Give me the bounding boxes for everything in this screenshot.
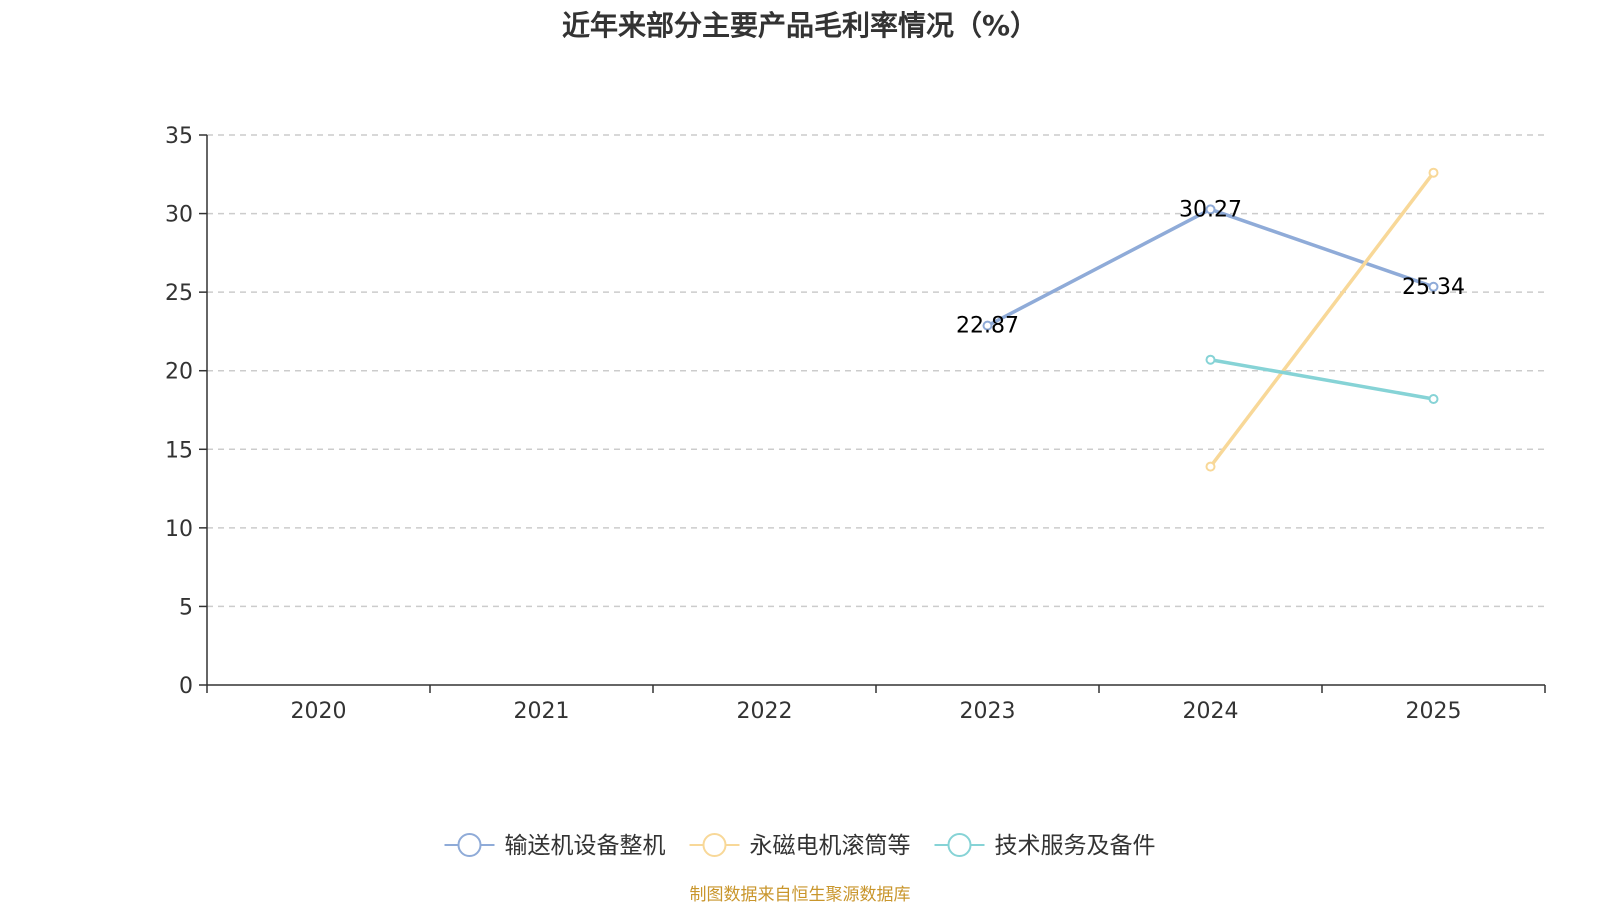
data-label-2025: 25.34 bbox=[1402, 275, 1465, 300]
x-tick-label-2022: 2022 bbox=[737, 699, 793, 724]
data-point-2-2024 bbox=[1205, 354, 1216, 365]
data-labels: 22.87 30.27 25.34 bbox=[956, 197, 1465, 338]
x-tick-label-2020: 2020 bbox=[291, 699, 347, 724]
legend[interactable]: 输送机设备整机 永磁电机滚筒等 技术服务及备件 bbox=[444, 833, 1156, 859]
data-point-0-2025 bbox=[1428, 281, 1439, 292]
data-point-1-2025 bbox=[1428, 167, 1439, 178]
data-point-1-2024 bbox=[1205, 461, 1216, 472]
x-tick-label-2024: 2024 bbox=[1183, 699, 1239, 724]
legend-circle-icon bbox=[702, 833, 727, 857]
series-line-1 bbox=[1209, 171, 1435, 468]
data-point-0-2024 bbox=[1205, 204, 1216, 215]
legend-item-1[interactable]: 永磁电机滚筒等 bbox=[689, 833, 911, 859]
legend-label: 输送机设备整机 bbox=[505, 833, 666, 859]
y-tick-label: 30 bbox=[165, 203, 193, 228]
gridlines bbox=[207, 134, 1545, 608]
y-tick-label: 25 bbox=[165, 281, 193, 306]
legend-item-0[interactable]: 输送机设备整机 bbox=[444, 833, 666, 859]
legend-circle-icon bbox=[457, 833, 482, 857]
chart-title: 近年来部分主要产品毛利率情况（%） bbox=[561, 9, 1039, 42]
x-tick-label-2021: 2021 bbox=[514, 699, 570, 724]
data-source-note: 制图数据来自恒生聚源数据库 bbox=[689, 885, 911, 905]
legend-circle-icon bbox=[947, 833, 972, 857]
legend-label: 技术服务及备件 bbox=[995, 833, 1156, 859]
x-tick-label-2025: 2025 bbox=[1406, 699, 1462, 724]
data-point-0-2023 bbox=[982, 320, 993, 331]
data-label-2023: 22.87 bbox=[956, 314, 1019, 339]
y-tick-label: 15 bbox=[165, 438, 193, 463]
series-line-0 bbox=[986, 207, 1435, 328]
y-tick-label: 20 bbox=[165, 360, 193, 385]
y-tick-label: 0 bbox=[179, 674, 193, 699]
data-label-2024: 30.27 bbox=[1179, 197, 1242, 222]
x-tick-label-2023: 2023 bbox=[960, 699, 1016, 724]
y-tick-label: 5 bbox=[179, 595, 193, 620]
y-tick-label: 10 bbox=[165, 517, 193, 542]
data-point-2-2025 bbox=[1428, 394, 1439, 404]
legend-label: 永磁电机滚筒等 bbox=[750, 833, 911, 859]
y-tick-label: 35 bbox=[165, 124, 193, 149]
series-line-2 bbox=[1210, 357, 1434, 401]
series-group bbox=[982, 167, 1439, 472]
legend-item-2[interactable]: 技术服务及备件 bbox=[934, 833, 1156, 859]
